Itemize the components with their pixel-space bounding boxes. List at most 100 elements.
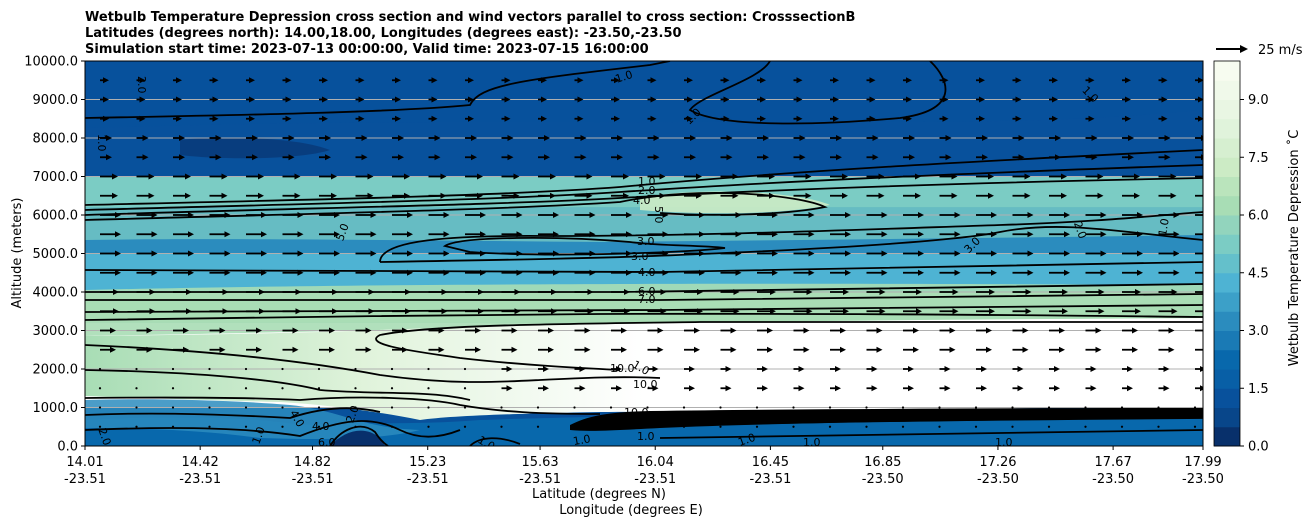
wind-vector [647,366,659,372]
wind-vector [1012,77,1022,84]
x-tick-label-lat: 17.99 [1184,455,1221,470]
wind-vector [208,367,211,371]
wind-vector [1085,289,1105,295]
wind-vector-head [690,154,696,161]
wind-vector [976,154,988,161]
wind-vector-head [368,289,375,295]
wind-vector-head [365,346,372,353]
wind-vector [1049,96,1058,103]
wind-vector [538,327,554,334]
wind-vector-head [507,154,514,161]
wind-vector [611,135,623,141]
wind-vector-head [1132,346,1138,353]
wind-vector-head [916,289,922,295]
wind-vector-head [370,250,377,257]
wind-vector [501,385,513,392]
wind-vector-head [434,135,441,141]
wind-vector [1158,192,1177,199]
wind-vector-head [986,327,992,334]
wind-vector-head [1027,250,1034,257]
wind-vector [866,192,885,199]
wind-vector-head [881,269,888,276]
wind-vector [903,269,924,276]
wind-vector [209,308,229,315]
wind-vector [428,308,448,315]
wind-vector-head [434,154,441,161]
colorbar-segment [1214,176,1240,197]
wind-vector [830,212,851,218]
wind-vector [392,250,413,257]
wind-vector [281,387,284,390]
wind-vector-head [185,173,191,180]
wind-vector-head [443,269,450,276]
wind-vector-head [1015,77,1022,84]
wind-vector-head [1170,192,1177,199]
wind-vector-head [151,212,158,218]
wind-vector [757,192,775,199]
wind-vector-head [259,289,265,295]
wind-vector-head [989,289,995,295]
wind-vector-head [142,154,149,161]
wind-vector [1012,173,1031,180]
wind-vector-head [723,96,730,103]
wind-vector [976,327,992,334]
wind-vector [1085,346,1102,353]
wind-vector-head [730,327,737,334]
colorbar-segment [1214,99,1240,120]
wind-vector [611,231,632,238]
contour-line [85,344,661,383]
contour-line [85,312,1203,321]
wind-vector-head [543,385,549,392]
wind-vector [173,192,191,199]
wind-vector-head [579,385,586,392]
contour-label: 3.0 [631,250,649,263]
wind-vector-head [835,366,841,372]
y-tick-label: 2000.0 [33,363,79,378]
wind-vector-head [295,308,302,315]
wind-vector [939,192,958,199]
wind-vector-head [507,135,514,141]
wind-vector [574,366,586,372]
wind-vector [1122,385,1133,392]
wind-vector [792,425,795,428]
wind-vector-head [763,135,769,141]
wind-vector [939,96,949,103]
wind-vector-head [660,289,667,295]
contour-label: 4.0 [638,266,656,279]
wind-vector [1011,425,1014,428]
wind-vector-head [589,212,596,218]
wind-vector-head [288,135,295,141]
wind-vector [463,406,467,409]
wind-vector-head [835,385,841,392]
wind-vector [684,212,705,218]
wind-vector-head [805,173,812,180]
y-tick-label: 5000.0 [33,247,79,262]
wind-vector-head [732,173,739,180]
wind-vector [1084,406,1087,409]
wind-vector [866,308,886,315]
wind-vector-head [438,346,445,353]
wind-vector [465,250,486,257]
wind-vector-head [586,192,593,199]
colorbar-segment [1214,369,1240,389]
wind-vector [903,308,922,315]
wind-vector-head [876,327,883,334]
wind-vector [136,327,153,334]
wind-vector [1049,192,1067,199]
wind-vector [939,77,949,84]
wind-vector [319,212,340,218]
wind-vector-head [548,327,554,334]
wind-vector-head [398,135,404,141]
wind-vector [647,212,669,218]
wind-vector [866,77,876,84]
wind-vector [719,425,722,428]
wind-vector [209,250,231,257]
wind-vector [538,289,557,295]
wind-vector [355,115,365,122]
wind-vector [866,366,878,372]
wind-vector [244,387,248,390]
wind-vector-head [1208,308,1214,314]
wind-vector [793,327,810,334]
wind-vector-head [657,327,664,334]
wind-vector-head [285,96,292,103]
